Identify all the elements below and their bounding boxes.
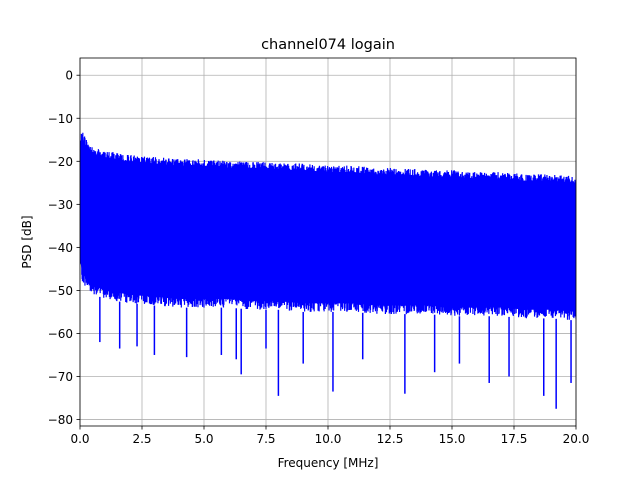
x-tick-label: 12.5: [377, 432, 404, 446]
x-tick-label: 7.5: [256, 432, 275, 446]
x-tick-label: 20.0: [563, 432, 590, 446]
y-tick-label: −10: [48, 112, 73, 126]
axes-frame: [79, 57, 577, 427]
ticks: 0.0 2.5 5.0 7.5 10.0 12.5 15.0 17.5 20.0 0 −10 −20 −…: [48, 69, 590, 446]
y-axis-label: PSD [dB]: [20, 215, 34, 268]
psd-band: [80, 137, 576, 312]
y-tick-label: 0: [65, 69, 73, 83]
x-tick-label: 2.5: [132, 432, 151, 446]
y-tick-label: −30: [48, 198, 73, 212]
x-tick-label: 10.0: [315, 432, 342, 446]
y-tick-label: −80: [48, 413, 73, 427]
x-tick-label: 5.0: [194, 432, 213, 446]
x-tick-label: 15.0: [439, 432, 466, 446]
y-tick-label: −20: [48, 155, 73, 169]
y-tick-label: −70: [48, 370, 73, 384]
y-tick-label: −40: [48, 241, 73, 255]
plot-area: [80, 132, 576, 409]
x-axis-label: Frequency [MHz]: [278, 456, 379, 470]
y-tick-label: −60: [48, 327, 73, 341]
chart-title: channel074 logain: [261, 37, 395, 53]
x-tick-label: 17.5: [501, 432, 528, 446]
x-tick-label: 0.0: [70, 432, 89, 446]
y-tick-label: −50: [48, 284, 73, 298]
